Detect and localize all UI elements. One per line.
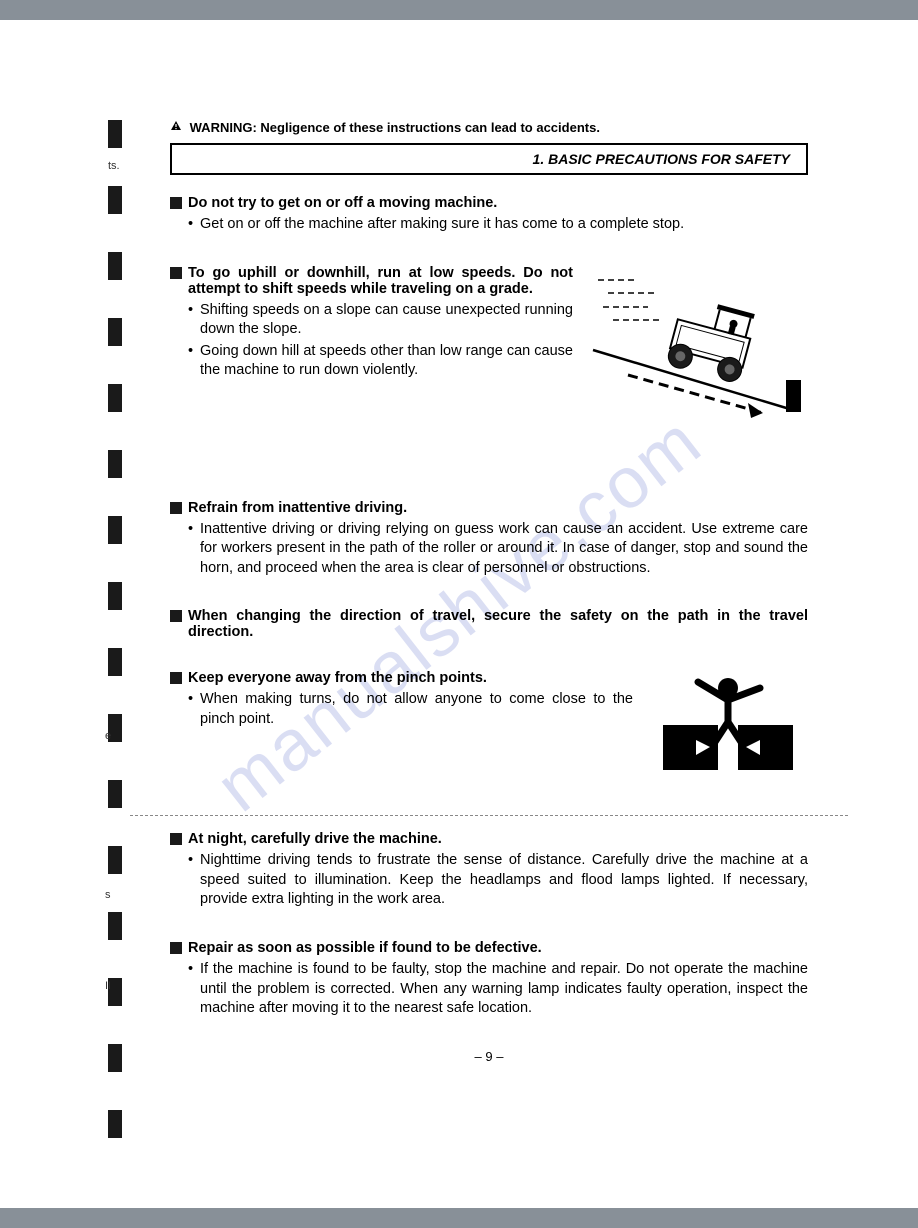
binding-mark <box>108 186 122 214</box>
warning-triangle-icon <box>170 120 182 135</box>
edge-fragment: s <box>105 889 111 901</box>
page-number: – 9 – <box>170 1049 808 1064</box>
bullet-item: Get on or off the machine after making s… <box>188 215 808 235</box>
edge-fragment: ts. <box>108 160 120 172</box>
safety-item: Keep everyone away from the pinch points… <box>170 670 808 785</box>
binding-mark <box>108 384 122 412</box>
binding-mark <box>108 648 122 676</box>
binding-mark <box>108 1044 122 1072</box>
bullet-item: Going down hill at speeds other than low… <box>188 342 573 381</box>
bullet-list: If the machine is found to be faulty, st… <box>170 960 808 1019</box>
bullet-item: Nighttime driving tends to frustrate the… <box>188 851 808 910</box>
safety-item: Refrain from inattentive driving. Inatte… <box>170 500 808 579</box>
bullet-list: Nighttime driving tends to frustrate the… <box>170 851 808 910</box>
edge-fragment: e <box>105 730 111 742</box>
safety-item: To go uphill or downhill, run at low spe… <box>170 265 808 430</box>
section-header-box: 1. BASIC PRECAUTIONS FOR SAFETY <box>170 143 808 175</box>
item-text-block: Keep everyone away from the pinch points… <box>170 670 633 785</box>
section-header: 1. BASIC PRECAUTIONS FOR SAFETY <box>182 149 796 169</box>
bullet-list: Inattentive driving or driving relying o… <box>170 520 808 579</box>
binding-mark <box>108 1110 122 1138</box>
item-header: When changing the direction of travel, s… <box>170 608 808 640</box>
binding-mark <box>108 846 122 874</box>
edge-fragment: II <box>105 980 111 992</box>
pinch-point-illustration <box>648 670 808 785</box>
roller-on-slope-illustration <box>588 265 808 430</box>
binding-mark <box>108 318 122 346</box>
bullet-item: Inattentive driving or driving relying o… <box>188 520 808 579</box>
safety-item: Do not try to get on or off a moving mac… <box>170 195 808 235</box>
warning-header: WARNING: Negligence of these instruction… <box>170 120 808 135</box>
binding-mark <box>108 912 122 940</box>
safety-item: At night, carefully drive the machine. N… <box>170 831 808 910</box>
item-header: At night, carefully drive the machine. <box>170 831 808 847</box>
binding-mark <box>108 582 122 610</box>
bullet-list: When making turns, do not allow anyone t… <box>170 690 633 729</box>
item-header: Refrain from inattentive driving. <box>170 500 808 516</box>
bullet-list: Get on or off the machine after making s… <box>170 215 808 235</box>
bullet-list: Shifting speeds on a slope can cause une… <box>170 301 573 381</box>
item-text-block: To go uphill or downhill, run at low spe… <box>170 265 573 430</box>
item-header: Keep everyone away from the pinch points… <box>170 670 633 686</box>
warning-text: WARNING: Negligence of these instruction… <box>190 120 600 135</box>
bullet-item: When making turns, do not allow anyone t… <box>188 690 633 729</box>
manual-page: manualshive.com ts. e s II WARNING: Negl… <box>0 20 918 1208</box>
binding-mark <box>108 516 122 544</box>
safety-item: Repair as soon as possible if found to b… <box>170 940 808 1019</box>
section-divider <box>130 815 848 816</box>
binding-mark <box>108 450 122 478</box>
item-header: Repair as soon as possible if found to b… <box>170 940 808 956</box>
binding-mark <box>108 252 122 280</box>
bullet-item: Shifting speeds on a slope can cause une… <box>188 301 573 340</box>
binding-mark <box>108 780 122 808</box>
page-content: WARNING: Negligence of these instruction… <box>170 120 808 1064</box>
item-header: To go uphill or downhill, run at low spe… <box>170 265 573 297</box>
item-header: Do not try to get on or off a moving mac… <box>170 195 808 211</box>
safety-item: When changing the direction of travel, s… <box>170 608 808 640</box>
binding-mark <box>108 120 122 148</box>
bullet-item: If the machine is found to be faulty, st… <box>188 960 808 1019</box>
